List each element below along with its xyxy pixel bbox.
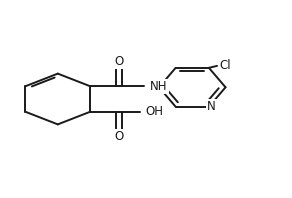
Text: O: O — [115, 55, 124, 68]
Text: O: O — [115, 130, 124, 143]
Text: NH: NH — [150, 80, 168, 93]
Text: N: N — [207, 100, 215, 113]
Text: Cl: Cl — [219, 59, 231, 72]
Text: OH: OH — [145, 105, 163, 118]
